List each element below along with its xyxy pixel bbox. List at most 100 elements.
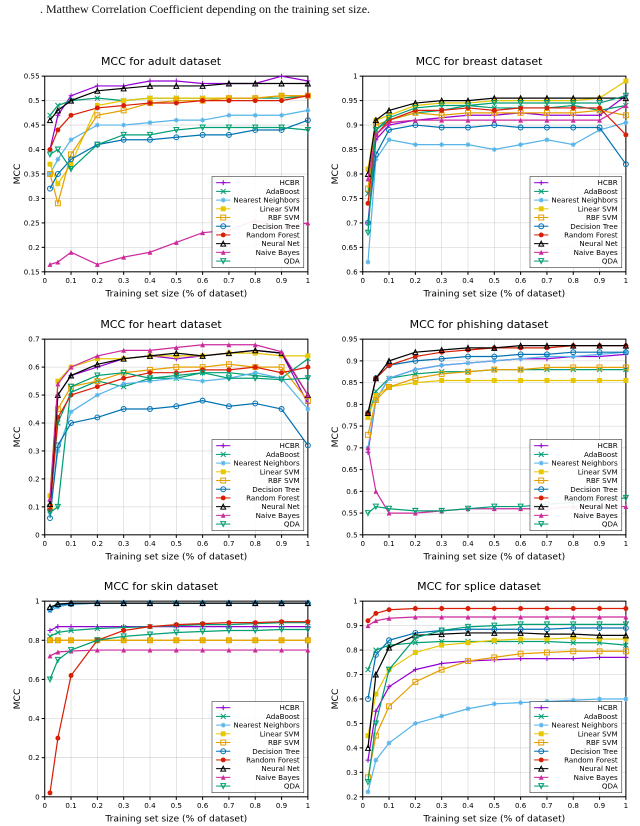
svg-text:0: 0 — [35, 792, 40, 801]
svg-text:QDA: QDA — [284, 519, 300, 528]
svg-text:0.7: 0.7 — [28, 334, 39, 343]
chart-grid: MCC for adult dataset 0.150.20.250.30.35… — [8, 55, 632, 816]
svg-text:0.4: 0.4 — [28, 145, 40, 154]
svg-text:1: 1 — [306, 801, 311, 810]
svg-text:QDA: QDA — [284, 257, 300, 266]
svg-text:Training set size (% of datase: Training set size (% of dataset) — [104, 551, 247, 562]
svg-text:0.55: 0.55 — [342, 508, 358, 517]
svg-text:1: 1 — [624, 801, 629, 810]
svg-text:0.1: 0.1 — [65, 276, 76, 285]
svg-text:0: 0 — [42, 801, 47, 810]
svg-text:0.1: 0.1 — [383, 801, 394, 810]
svg-text:0.2: 0.2 — [346, 792, 357, 801]
svg-text:0.8: 0.8 — [346, 399, 358, 408]
svg-text:Nearest Neighbors: Nearest Neighbors — [233, 721, 300, 730]
svg-text:0.2: 0.2 — [410, 539, 421, 548]
svg-text:0.8: 0.8 — [568, 539, 580, 548]
svg-text:0.6: 0.6 — [197, 276, 209, 285]
svg-text:0.6: 0.6 — [346, 486, 358, 495]
svg-text:Random Forest: Random Forest — [564, 755, 618, 764]
panel-skin: MCC for skin dataset 00.20.40.60.8100.10… — [8, 580, 314, 825]
svg-text:Random Forest: Random Forest — [564, 493, 618, 502]
svg-text:HCBR: HCBR — [598, 178, 618, 187]
svg-text:1: 1 — [353, 597, 358, 606]
panel-heart: MCC for heart dataset 00.10.20.30.40.50.… — [8, 318, 314, 563]
svg-text:0.5: 0.5 — [489, 801, 500, 810]
svg-text:0.5: 0.5 — [28, 96, 39, 105]
svg-text:MCC: MCC — [330, 426, 341, 447]
svg-text:Decision Tree: Decision Tree — [570, 484, 618, 493]
svg-text:Nearest Neighbors: Nearest Neighbors — [551, 196, 618, 205]
svg-text:Linear SVM: Linear SVM — [578, 204, 618, 213]
svg-text:RBF SVM: RBF SVM — [586, 738, 618, 747]
svg-text:1: 1 — [35, 597, 40, 606]
svg-text:0.5: 0.5 — [28, 390, 39, 399]
panel-title: MCC for breast dataset — [326, 55, 632, 68]
svg-text:Training set size (% of datase: Training set size (% of dataset) — [422, 551, 565, 562]
svg-text:RBF SVM: RBF SVM — [586, 476, 618, 485]
svg-text:0: 0 — [360, 539, 365, 548]
svg-text:0.8: 0.8 — [346, 646, 358, 655]
svg-text:0.7: 0.7 — [223, 539, 234, 548]
svg-text:Decision Tree: Decision Tree — [570, 222, 618, 231]
svg-text:0.95: 0.95 — [342, 96, 358, 105]
svg-text:Neural Net: Neural Net — [261, 502, 299, 511]
svg-text:0.6: 0.6 — [346, 695, 358, 704]
svg-text:0.9: 0.9 — [594, 801, 606, 810]
svg-text:0.8: 0.8 — [250, 801, 262, 810]
svg-text:Naive Bayes: Naive Bayes — [256, 510, 300, 519]
svg-text:0.5: 0.5 — [171, 276, 182, 285]
panel-title: MCC for phishing dataset — [326, 318, 632, 331]
svg-text:0.5: 0.5 — [346, 530, 357, 539]
svg-text:0.3: 0.3 — [436, 276, 447, 285]
svg-text:Nearest Neighbors: Nearest Neighbors — [551, 721, 618, 730]
svg-text:Naive Bayes: Naive Bayes — [574, 248, 618, 257]
svg-text:0.5: 0.5 — [171, 539, 182, 548]
svg-text:QDA: QDA — [602, 519, 618, 528]
svg-text:0.9: 0.9 — [594, 276, 606, 285]
svg-text:QDA: QDA — [602, 257, 618, 266]
svg-text:0.6: 0.6 — [346, 267, 358, 276]
svg-text:0.3: 0.3 — [118, 276, 129, 285]
svg-text:AdaBoost: AdaBoost — [584, 449, 618, 458]
svg-text:0.3: 0.3 — [436, 539, 447, 548]
svg-text:Neural Net: Neural Net — [579, 764, 617, 773]
panel-title: MCC for splice dataset — [326, 580, 632, 593]
svg-text:0.2: 0.2 — [410, 801, 421, 810]
svg-text:0.5: 0.5 — [171, 801, 182, 810]
svg-text:0.1: 0.1 — [383, 539, 394, 548]
svg-text:0.85: 0.85 — [342, 378, 358, 387]
svg-text:0.8: 0.8 — [28, 636, 40, 645]
svg-text:Decision Tree: Decision Tree — [570, 747, 618, 756]
svg-text:0.9: 0.9 — [346, 621, 358, 630]
svg-text:0.4: 0.4 — [346, 743, 358, 752]
svg-text:Nearest Neighbors: Nearest Neighbors — [551, 458, 618, 467]
panel-phishing: MCC for phishing dataset 0.5 0.55 0.6 0.65 0… — [326, 318, 632, 563]
svg-text:0.9: 0.9 — [276, 801, 288, 810]
svg-text:0.75: 0.75 — [342, 194, 358, 203]
svg-text:AdaBoost: AdaBoost — [266, 449, 300, 458]
svg-text:Naive Bayes: Naive Bayes — [574, 773, 618, 782]
svg-text:RBF SVM: RBF SVM — [586, 213, 618, 222]
svg-text:Linear SVM: Linear SVM — [260, 729, 300, 738]
svg-text:0: 0 — [360, 801, 365, 810]
svg-text:0.6: 0.6 — [28, 675, 40, 684]
svg-text:0.15: 0.15 — [24, 267, 40, 276]
svg-text:AdaBoost: AdaBoost — [266, 712, 300, 721]
svg-text:Training set size (% of datase: Training set size (% of dataset) — [104, 813, 247, 824]
svg-text:0.7: 0.7 — [223, 276, 234, 285]
svg-text:Training set size (% of datase: Training set size (% of dataset) — [422, 813, 565, 824]
svg-text:0.7: 0.7 — [346, 218, 357, 227]
svg-text:0.5: 0.5 — [489, 539, 500, 548]
svg-text:Random Forest: Random Forest — [564, 230, 618, 239]
svg-text:0.6: 0.6 — [515, 539, 527, 548]
svg-text:0.2: 0.2 — [410, 276, 421, 285]
svg-text:0.35: 0.35 — [24, 170, 40, 179]
svg-text:0.7: 0.7 — [541, 539, 552, 548]
svg-text:0.65: 0.65 — [342, 465, 358, 474]
svg-text:Training set size (% of datase: Training set size (% of dataset) — [422, 288, 565, 299]
svg-text:MCC: MCC — [12, 164, 23, 185]
panel-title: MCC for adult dataset — [8, 55, 314, 68]
svg-text:Nearest Neighbors: Nearest Neighbors — [233, 196, 300, 205]
svg-text:Random Forest: Random Forest — [246, 493, 300, 502]
